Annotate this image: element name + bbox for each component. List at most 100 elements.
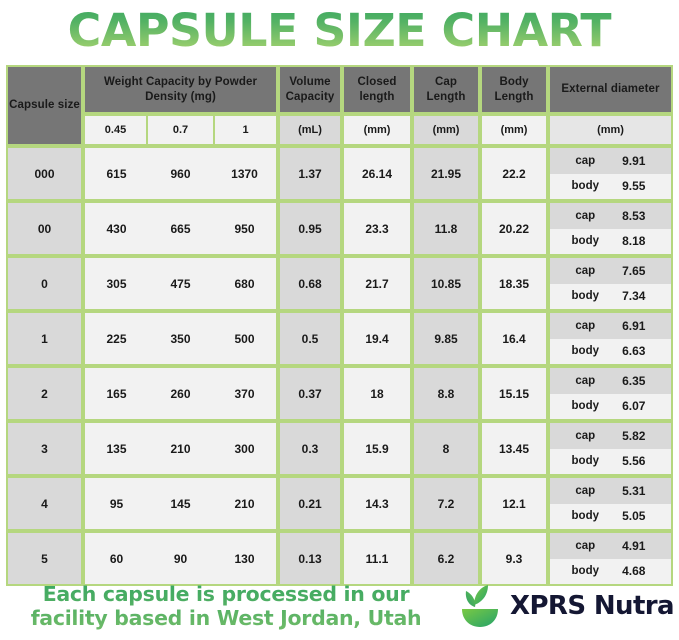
capsule-size-table: Capsule size Weight Capacity by Powder D… — [6, 65, 674, 586]
cell-closed-length: 19.4 — [342, 311, 413, 366]
external-diameter-cap-row: cap 6.91 — [550, 313, 672, 339]
cell-weight-07: 475 — [148, 256, 213, 311]
cell-weight-1: 370 — [213, 366, 279, 421]
cell-external-diameter: cap 4.91 body 4.68 — [548, 531, 674, 586]
cell-weight-07: 350 — [148, 311, 213, 366]
label-ext-body: body — [571, 400, 599, 413]
external-diameter-cap-row: cap 4.91 — [550, 533, 672, 559]
cell-ext-body-value: 7.34 — [622, 289, 646, 304]
cell-weight-1: 130 — [213, 531, 279, 586]
footer: Each capsule is processed in our facilit… — [0, 572, 679, 640]
cell-body-length: 13.45 — [480, 421, 549, 476]
cell-capsule-size: 5 — [6, 531, 83, 586]
label-ext-cap: cap — [575, 319, 596, 332]
label-ext-cap: cap — [575, 374, 596, 387]
external-diameter-body-row: body 5.05 — [550, 503, 672, 529]
cell-volume-capacity: 0.5 — [278, 311, 343, 366]
cell-weight-1: 210 — [213, 476, 279, 531]
table-row: 000 615 960 1370 1.37 26.14 21.95 22.2 cap 9.91 bo… — [6, 146, 674, 201]
cell-ext-cap-value: 6.91 — [622, 318, 646, 333]
cell-ext-body-value: 6.07 — [622, 399, 646, 414]
label-ext-body: body — [571, 235, 599, 248]
external-diameter-cap-row: cap 6.35 — [550, 368, 672, 394]
cell-cap-length: 9.85 — [412, 311, 481, 366]
cell-ext-body-value: 6.63 — [622, 344, 646, 359]
cell-weight-045: 305 — [83, 256, 148, 311]
cell-external-diameter: cap 7.65 body 7.34 — [548, 256, 674, 311]
external-diameter-body-row: body 7.34 — [550, 283, 672, 309]
cell-ext-body-value: 5.05 — [622, 509, 646, 524]
unit-closed-length: (mm) — [342, 114, 413, 146]
cell-volume-capacity: 0.95 — [278, 201, 343, 256]
title-container: CAPSULE SIZE CHART — [0, 0, 679, 60]
cell-weight-045: 430 — [83, 201, 148, 256]
brand-lockup: XPRS Nutra — [458, 583, 675, 629]
cell-weight-07: 210 — [148, 421, 213, 476]
cell-capsule-size: 2 — [6, 366, 83, 421]
external-diameter-body-row: body 6.07 — [550, 393, 672, 419]
cell-ext-body-value: 9.55 — [622, 179, 646, 194]
cell-weight-07: 145 — [148, 476, 213, 531]
label-ext-cap: cap — [575, 539, 596, 552]
cell-weight-1: 1370 — [213, 146, 279, 201]
external-diameter-body-row: body 6.63 — [550, 338, 672, 364]
cell-weight-045: 165 — [83, 366, 148, 421]
cell-volume-capacity: 0.3 — [278, 421, 343, 476]
cell-external-diameter: cap 5.82 body 5.56 — [548, 421, 674, 476]
cell-ext-body-value: 5.56 — [622, 454, 646, 469]
table-row: 3 135 210 300 0.3 15.9 8 13.45 cap 5.82 body 5.56 — [6, 421, 674, 476]
header-capsule-size: Capsule size — [6, 65, 83, 146]
cell-external-diameter: cap 6.91 body 6.63 — [548, 311, 674, 366]
cell-closed-length: 26.14 — [342, 146, 413, 201]
cell-weight-07: 90 — [148, 531, 213, 586]
footer-tagline-line2: facility based in West Jordan, Utah — [30, 606, 422, 630]
mortar-leaf-logo-icon — [462, 585, 498, 627]
cell-body-length: 12.1 — [480, 476, 549, 531]
cell-external-diameter: cap 5.31 body 5.05 — [548, 476, 674, 531]
cell-capsule-size: 000 — [6, 146, 83, 201]
page-title: CAPSULE SIZE CHART — [67, 3, 612, 57]
cell-body-length: 16.4 — [480, 311, 549, 366]
size-chart-table-container: Capsule size Weight Capacity by Powder D… — [6, 65, 674, 586]
cell-external-diameter: cap 8.53 body 8.18 — [548, 201, 674, 256]
header-row-titles: Capsule size Weight Capacity by Powder D… — [6, 65, 674, 146]
table-body: 000 615 960 1370 1.37 26.14 21.95 22.2 cap 9.91 bo… — [6, 146, 674, 586]
cell-weight-045: 60 — [83, 531, 148, 586]
cell-capsule-size: 1 — [6, 311, 83, 366]
cell-cap-length: 8 — [412, 421, 481, 476]
cell-weight-045: 135 — [83, 421, 148, 476]
cell-external-diameter: cap 9.91 body 9.55 — [548, 146, 674, 201]
header-weight-capacity: Weight Capacity by Powder Density (mg) — [83, 65, 279, 114]
label-ext-cap: cap — [575, 429, 596, 442]
cell-volume-capacity: 1.37 — [278, 146, 343, 201]
cell-volume-capacity: 0.21 — [278, 476, 343, 531]
external-diameter-body-row: body 4.68 — [550, 558, 672, 584]
external-diameter-cap-row: cap 7.65 — [550, 258, 672, 284]
unit-cap-length: (mm) — [412, 114, 481, 146]
cell-ext-cap-value: 8.53 — [622, 208, 646, 223]
cell-closed-length: 15.9 — [342, 421, 413, 476]
cell-body-length: 9.3 — [480, 531, 549, 586]
unit-density-045: 0.45 — [83, 114, 148, 146]
cell-volume-capacity: 0.37 — [278, 366, 343, 421]
table-row: 0 305 475 680 0.68 21.7 10.85 18.35 cap 7.65 body 7… — [6, 256, 674, 311]
cell-body-length: 15.15 — [480, 366, 549, 421]
header-body-length: Body Length — [480, 65, 549, 114]
label-ext-cap: cap — [575, 484, 596, 497]
header-cap-length: Cap Length — [412, 65, 481, 114]
external-diameter-cap-row: cap 8.53 — [550, 203, 672, 229]
cell-cap-length: 21.95 — [412, 146, 481, 201]
label-ext-cap: cap — [575, 154, 596, 167]
unit-density-1: 1 — [213, 114, 279, 146]
external-diameter-cap-row: cap 9.91 — [550, 148, 672, 174]
cell-ext-cap-value: 5.82 — [622, 428, 646, 443]
external-diameter-body-row: body 8.18 — [550, 228, 672, 254]
cell-weight-1: 950 — [213, 201, 279, 256]
table-row: 2 165 260 370 0.37 18 8.8 15.15 cap 6.35 body 6.07 — [6, 366, 674, 421]
table-row: 1 225 350 500 0.5 19.4 9.85 16.4 cap 6.91 body 6.63 — [6, 311, 674, 366]
cell-body-length: 18.35 — [480, 256, 549, 311]
unit-external-diameter: (mm) — [548, 114, 674, 146]
label-ext-cap: cap — [575, 209, 596, 222]
table-row: 4 95 145 210 0.21 14.3 7.2 12.1 cap 5.31 body 5.05 — [6, 476, 674, 531]
